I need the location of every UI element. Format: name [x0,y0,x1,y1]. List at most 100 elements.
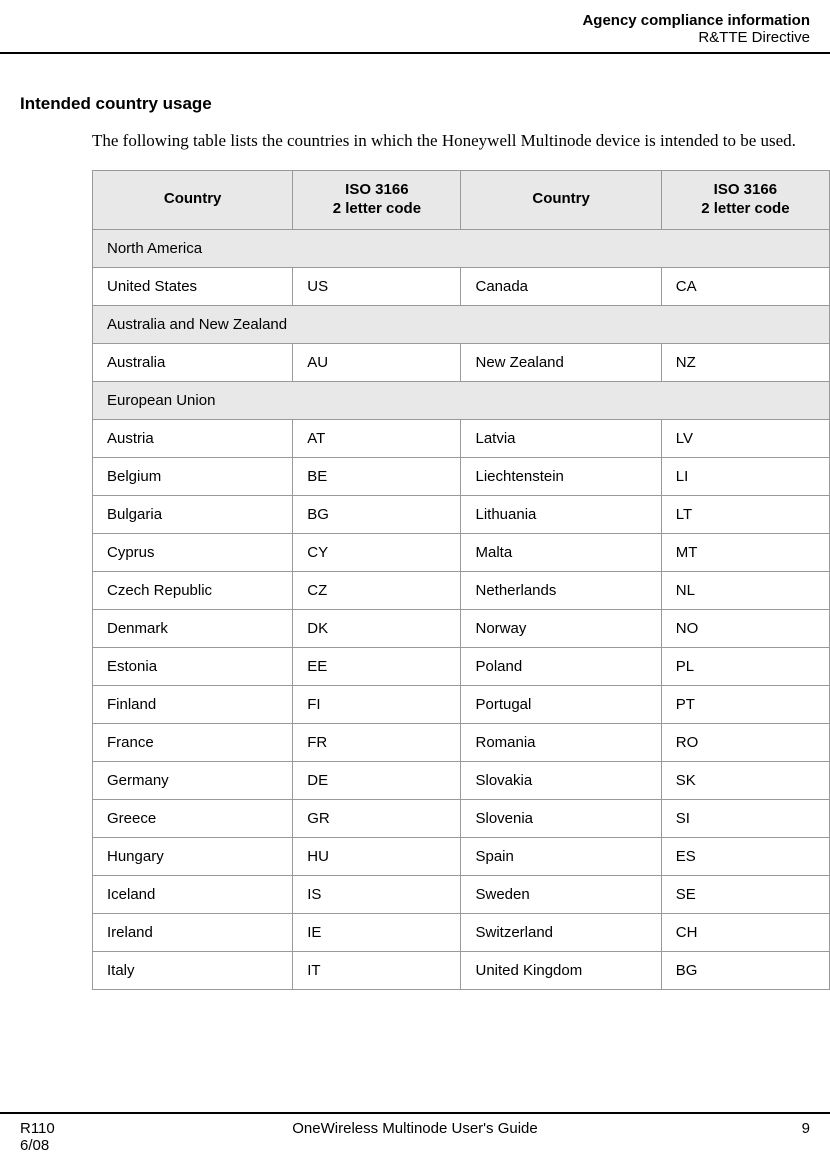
table-cell: Switzerland [461,913,661,951]
table-row: HungaryHUSpainES [93,837,830,875]
table-row: AustraliaAUNew ZealandNZ [93,343,830,381]
table-cell: PT [661,685,829,723]
region-name: European Union [93,381,830,419]
table-cell: LV [661,419,829,457]
footer-left: R110 6/08 [20,1120,220,1154]
table-cell: Greece [93,799,293,837]
table-cell: CZ [293,571,461,609]
table-cell: IT [293,951,461,989]
section-heading: Intended country usage [20,94,810,114]
table-row: GreeceGRSloveniaSI [93,799,830,837]
table-cell: Iceland [93,875,293,913]
page-footer: R110 6/08 OneWireless Multinode User's G… [0,1112,830,1154]
table-cell: France [93,723,293,761]
footer-center: OneWireless Multinode User's Guide [220,1120,610,1154]
table-row: FinlandFIPortugalPT [93,685,830,723]
table-body: North AmericaUnited StatesUSCanadaCAAust… [93,229,830,989]
table-cell: Slovenia [461,799,661,837]
table-cell: Finland [93,685,293,723]
table-cell: FR [293,723,461,761]
table-cell: United States [93,267,293,305]
region-row: European Union [93,381,830,419]
table-cell: Hungary [93,837,293,875]
table-row: GermanyDESlovakiaSK [93,761,830,799]
table-row: CyprusCYMaltaMT [93,533,830,571]
table-cell: DE [293,761,461,799]
table-cell: SK [661,761,829,799]
table-cell: LT [661,495,829,533]
table-cell: Malta [461,533,661,571]
table-cell: LI [661,457,829,495]
table-cell: Spain [461,837,661,875]
table-cell: Germany [93,761,293,799]
table-cell: Canada [461,267,661,305]
table-row: AustriaATLatviaLV [93,419,830,457]
table-cell: RO [661,723,829,761]
table-cell: Poland [461,647,661,685]
table-row: EstoniaEEPolandPL [93,647,830,685]
header-title: Agency compliance information [20,12,810,29]
table-cell: MT [661,533,829,571]
table-cell: Cyprus [93,533,293,571]
region-row: Australia and New Zealand [93,305,830,343]
col-header-code-1: ISO 31662 letter code [293,171,461,230]
table-cell: AT [293,419,461,457]
intro-text: The following table lists the countries … [92,130,810,152]
region-name: Australia and New Zealand [93,305,830,343]
region-row: North America [93,229,830,267]
header-subtitle: R&TTE Directive [20,29,810,46]
table-cell: NO [661,609,829,647]
table-cell: Portugal [461,685,661,723]
col-header-code-2: ISO 31662 letter code [661,171,829,230]
table-cell: New Zealand [461,343,661,381]
table-row: BelgiumBELiechtensteinLI [93,457,830,495]
table-cell: Italy [93,951,293,989]
country-table: Country ISO 31662 letter code Country IS… [92,170,830,990]
table-cell: Lithuania [461,495,661,533]
table-cell: Czech Republic [93,571,293,609]
table-cell: Denmark [93,609,293,647]
table-row: IrelandIESwitzerlandCH [93,913,830,951]
table-cell: HU [293,837,461,875]
table-header-row: Country ISO 31662 letter code Country IS… [93,171,830,230]
table-row: ItalyITUnited KingdomBG [93,951,830,989]
table-cell: DK [293,609,461,647]
table-cell: Australia [93,343,293,381]
table-cell: Liechtenstein [461,457,661,495]
table-cell: Slovakia [461,761,661,799]
table-cell: Latvia [461,419,661,457]
table-cell: Belgium [93,457,293,495]
table-cell: ES [661,837,829,875]
table-cell: United Kingdom [461,951,661,989]
table-cell: AU [293,343,461,381]
table-cell: Romania [461,723,661,761]
col-header-country-2: Country [461,171,661,230]
table-cell: Austria [93,419,293,457]
footer-right: 9 [610,1120,810,1154]
table-cell: US [293,267,461,305]
table-cell: IE [293,913,461,951]
table-cell: BG [661,951,829,989]
table-row: BulgariaBGLithuaniaLT [93,495,830,533]
table-cell: Netherlands [461,571,661,609]
table-cell: Ireland [93,913,293,951]
table-cell: IS [293,875,461,913]
table-cell: CY [293,533,461,571]
table-row: DenmarkDKNorwayNO [93,609,830,647]
table-cell: BG [293,495,461,533]
table-cell: Sweden [461,875,661,913]
table-cell: Bulgaria [93,495,293,533]
table-cell: Norway [461,609,661,647]
table-cell: SE [661,875,829,913]
page-content: Intended country usage The following tab… [0,54,830,990]
table-cell: Estonia [93,647,293,685]
table-row: IcelandISSwedenSE [93,875,830,913]
table-cell: GR [293,799,461,837]
table-row: Czech RepublicCZNetherlandsNL [93,571,830,609]
col-header-country-1: Country [93,171,293,230]
table-row: United StatesUSCanadaCA [93,267,830,305]
table-row: FranceFRRomaniaRO [93,723,830,761]
table-cell: BE [293,457,461,495]
table-cell: NZ [661,343,829,381]
table-cell: PL [661,647,829,685]
